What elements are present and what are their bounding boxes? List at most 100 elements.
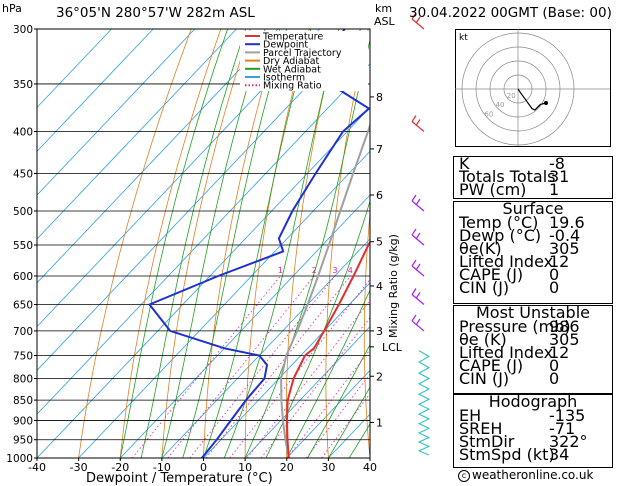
temperature-tick-label: 20 <box>280 461 294 474</box>
table-row: θe(K) 305 <box>454 239 612 258</box>
temperature-tick-label: -20 <box>111 461 129 474</box>
row-key: θe(K) <box>459 239 502 258</box>
row-key: PW (cm) <box>459 180 527 199</box>
row-value: 986 <box>549 317 580 336</box>
row-value: 34 <box>549 445 570 464</box>
isotherm-line <box>37 29 237 240</box>
table-row: Totals Totals 31 <box>454 167 612 186</box>
asl-unit-label: ASL <box>374 15 395 28</box>
mixing-ratio-line <box>167 275 315 458</box>
isotherm-line <box>37 29 196 196</box>
row-value: -135 <box>549 406 586 425</box>
mixing-ratio-label: 3 <box>332 266 337 275</box>
datetime-label: 30.04.2022 00GMT (Base: 00) <box>409 5 612 21</box>
legend-label: Parcel Trajectory <box>263 48 342 59</box>
legend-label: Wet Adiabat <box>263 64 321 75</box>
legend-background <box>240 31 368 91</box>
pressure-tick-label: 650 <box>13 300 33 312</box>
row-value: 31 <box>549 167 570 186</box>
table-row: K -8 <box>454 154 612 173</box>
footer-credit[interactable]: c weatheronline.co.uk <box>458 468 593 482</box>
hodograph-frame <box>455 29 611 147</box>
wind-barb-flag <box>411 259 417 267</box>
pressure-tick-label: 950 <box>13 435 33 447</box>
plot-area: 12346810152025 <box>37 29 432 458</box>
km-unit-label: km <box>375 2 393 15</box>
row-value: 0 <box>549 265 560 284</box>
row-key: SREH <box>459 419 503 438</box>
table-row: θe (K) 305 <box>454 332 612 348</box>
hodograph-ring-label: 20 <box>507 92 516 100</box>
hodograph-storm-dot <box>544 101 548 105</box>
wind-barb-flag <box>415 198 421 206</box>
wet-adiabat-line <box>119 29 229 458</box>
table-row: StmSpd (kt) 34 <box>454 445 612 464</box>
most-unstable-title: Most Unstable <box>476 303 590 322</box>
table-row: EH -135 <box>454 406 612 425</box>
pressure-tick-label: 700 <box>13 326 33 338</box>
row-value: 0 <box>549 278 560 297</box>
lcl-label: LCL <box>382 341 403 354</box>
hodograph-trace <box>517 88 547 111</box>
row-value: 12 <box>549 252 570 271</box>
parcel-trajectory-line <box>280 122 370 458</box>
row-key: CAPE (J) <box>459 356 524 375</box>
isotherm-line <box>244 325 370 458</box>
isotherm-line <box>286 369 370 458</box>
table-row: Lifted Index 12 <box>454 252 612 271</box>
pressure-tick-label: 450 <box>13 168 33 180</box>
pressure-tick-label: 400 <box>13 127 33 139</box>
legend-label: Dewpoint <box>263 40 308 51</box>
row-key: Lifted Index <box>459 252 554 271</box>
row-value: 305 <box>549 239 580 258</box>
table-row: CAPE (J) 0 <box>454 265 612 284</box>
pressure-tick-label: 900 <box>13 415 33 427</box>
wet-adiabat-line <box>161 29 266 458</box>
height-tick-label: 1 <box>376 416 383 429</box>
hodograph-unit-label: kt <box>459 33 468 43</box>
height-tick-label: 3 <box>376 325 383 338</box>
surface-title: Surface <box>502 199 564 218</box>
isotherm-line <box>203 282 370 458</box>
row-value: 0 <box>549 369 560 388</box>
row-key: K <box>459 154 470 173</box>
location-label: 36°05'N 280°57'W 282m ASL <box>56 5 255 21</box>
isotherm-line <box>119 194 370 458</box>
dry-adiabat-line <box>119 29 222 458</box>
row-key: CIN (J) <box>459 278 510 297</box>
wind-barb-flag <box>415 119 421 126</box>
legend-label: Isotherm <box>263 73 305 84</box>
wet-adiabat-line <box>140 29 246 458</box>
dry-adiabat-line <box>325 29 369 458</box>
hodograph-table-title: Hodograph <box>488 392 578 411</box>
temperature-tick-label: -30 <box>70 461 88 474</box>
wind-barb <box>411 200 425 212</box>
isotherm-line <box>37 29 320 328</box>
row-key: EH <box>459 406 482 425</box>
wind-barb-flag <box>415 318 421 326</box>
wet-adiabat-line <box>286 289 370 458</box>
wind-barb-flag <box>411 194 417 202</box>
row-value: 1 <box>549 180 560 199</box>
wind-barb-flag <box>411 115 417 122</box>
wind-barb-flag <box>415 16 421 24</box>
table-row: CAPE (J) 0 <box>454 356 612 375</box>
dewpoint-line <box>147 29 370 458</box>
wind-barb <box>411 265 425 277</box>
isotherm-line <box>37 29 279 284</box>
wind-barb <box>411 121 425 132</box>
wind-barb <box>411 18 425 30</box>
temperature-line <box>285 240 370 458</box>
row-key: Dewp (°C) <box>459 226 542 245</box>
mixing-ratio-label: 15 <box>422 266 432 275</box>
wind-barb-flag <box>415 263 421 271</box>
isotherm-line <box>37 106 370 458</box>
surface-box: Surface Temp (°C) 19.6 Dewp (°C) -0.4 θe(K) 3… <box>453 201 613 304</box>
height-tick-label: 8 <box>376 91 383 104</box>
mixing-ratio-label: 2 <box>312 266 317 275</box>
footer-text: weatheronline.co.uk <box>472 468 594 482</box>
wind-barb-flag <box>411 288 417 295</box>
legend-label: Dry Adiabat <box>263 56 320 67</box>
